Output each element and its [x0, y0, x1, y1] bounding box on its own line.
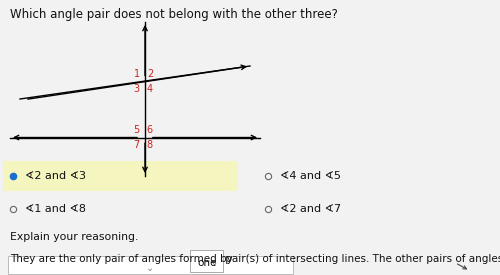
Text: ⌄: ⌄ [210, 258, 218, 267]
Text: ∢1 and ∢8: ∢1 and ∢8 [25, 204, 86, 214]
Text: 3: 3 [134, 84, 140, 94]
Text: pair(s) of intersecting lines. The other pairs of angles are all formed: pair(s) of intersecting lines. The other… [222, 254, 500, 264]
Text: ∢4 and ∢5: ∢4 and ∢5 [280, 171, 341, 181]
Text: Explain your reasoning.: Explain your reasoning. [10, 232, 138, 242]
Text: one: one [198, 258, 217, 268]
Text: ∢2 and ∢7: ∢2 and ∢7 [280, 204, 341, 214]
Text: ⌄: ⌄ [146, 263, 154, 273]
Text: 7: 7 [134, 140, 140, 150]
Text: ∢2 and ∢3: ∢2 and ∢3 [25, 171, 86, 181]
Text: 8: 8 [147, 140, 153, 150]
Text: Which angle pair does not belong with the other three?: Which angle pair does not belong with th… [10, 8, 338, 21]
FancyBboxPatch shape [2, 161, 238, 191]
Text: 2: 2 [147, 68, 153, 79]
Text: They are the only pair of angles formed by: They are the only pair of angles formed … [10, 254, 236, 264]
FancyBboxPatch shape [190, 250, 222, 272]
Text: 6: 6 [147, 125, 153, 135]
Text: 1: 1 [134, 68, 140, 79]
Text: 5: 5 [134, 125, 140, 135]
Text: 4: 4 [147, 84, 153, 94]
FancyBboxPatch shape [8, 256, 292, 274]
